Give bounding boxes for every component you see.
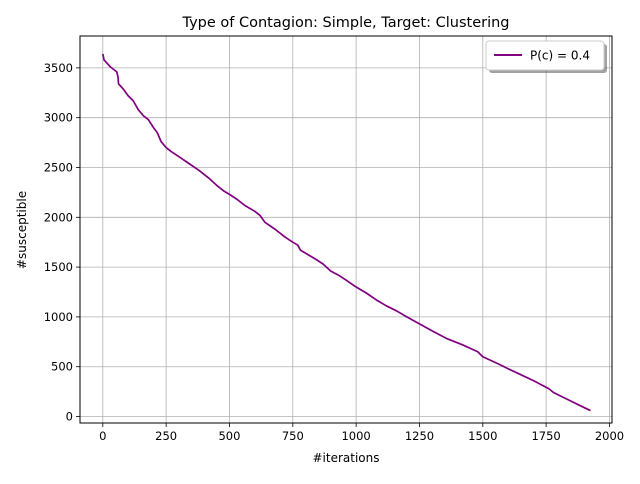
- chart-title: Type of Contagion: Simple, Target: Clust…: [181, 15, 509, 31]
- x-axis-label: #iterations: [312, 451, 379, 465]
- y-axis-label: #susceptible: [15, 191, 29, 269]
- x-axis-ticks: 0 250 500 750 1000 1250 1500 1750 2000: [99, 423, 624, 443]
- x-tick-label: 250: [155, 429, 177, 443]
- plot-frame: [79, 35, 613, 424]
- legend-label: P(c) = 0.4: [530, 49, 590, 63]
- x-tick-label: 2000: [595, 429, 624, 443]
- y-tick-label: 500: [51, 360, 73, 374]
- grid-lines: [80, 36, 612, 423]
- y-tick-label: 3500: [44, 61, 73, 75]
- y-tick-label: 2000: [44, 210, 73, 224]
- y-tick-label: 1500: [44, 260, 73, 274]
- y-tick-label: 1000: [44, 310, 73, 324]
- y-tick-label: 3000: [44, 111, 73, 125]
- legend-box: [485, 40, 605, 71]
- x-tick-label: 1500: [468, 429, 497, 443]
- x-tick-label: 1250: [405, 429, 434, 443]
- y-tick-label: 0: [66, 410, 73, 424]
- y-axis-ticks: 0 500 1000 1500 2000 2500 3000 3500: [44, 61, 80, 424]
- x-tick-label: 1000: [341, 429, 370, 443]
- series-layer: [101, 53, 591, 412]
- x-tick-label: 1750: [531, 429, 560, 443]
- x-tick-label: 750: [282, 429, 304, 443]
- y-tick-label: 2500: [44, 160, 73, 174]
- x-tick-label: 500: [218, 429, 240, 443]
- x-tick-label: 0: [99, 429, 106, 443]
- legend: P(c) = 0.4: [485, 40, 607, 73]
- series-line-0: [101, 53, 591, 412]
